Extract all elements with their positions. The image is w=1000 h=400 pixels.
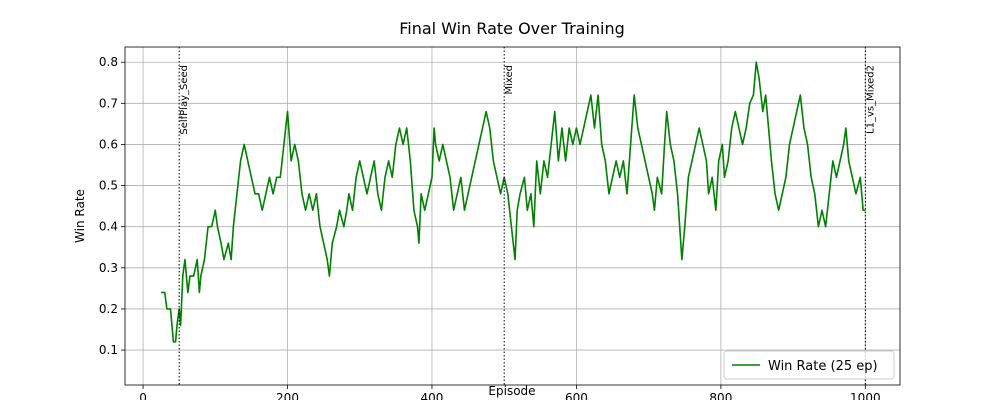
legend-box <box>723 350 895 380</box>
phase-label: Mixed <box>504 65 515 95</box>
x-tick-label: 400 <box>421 391 444 400</box>
y-tick-label: 0.5 <box>99 179 118 193</box>
x-axis-label: Episode <box>488 384 535 398</box>
x-tick-label: 1000 <box>850 391 881 400</box>
y-tick-label: 0.6 <box>99 137 118 151</box>
x-tick-label: 0 <box>139 391 147 400</box>
y-tick-label: 0.3 <box>99 261 118 275</box>
chart-title: Final Win Rate Over Training <box>399 19 625 38</box>
x-tick-label: 800 <box>709 391 732 400</box>
phase-label: L1_vs_Mixed2 <box>865 65 876 134</box>
y-tick-label: 0.1 <box>99 343 118 357</box>
x-tick-label: 600 <box>565 391 588 400</box>
x-tick-label: 200 <box>276 391 299 400</box>
y-tick-label: 0.4 <box>99 220 118 234</box>
legend-label: Win Rate (25 ep) <box>768 359 878 374</box>
plot-frame <box>124 46 901 386</box>
phase-label: SelfPlay_Seed <box>179 65 190 135</box>
y-tick-label: 0.7 <box>99 96 118 110</box>
y-tick-label: 0.2 <box>99 302 118 316</box>
y-axis-label: Win Rate <box>73 189 87 243</box>
y-tick-label: 0.8 <box>99 55 118 69</box>
